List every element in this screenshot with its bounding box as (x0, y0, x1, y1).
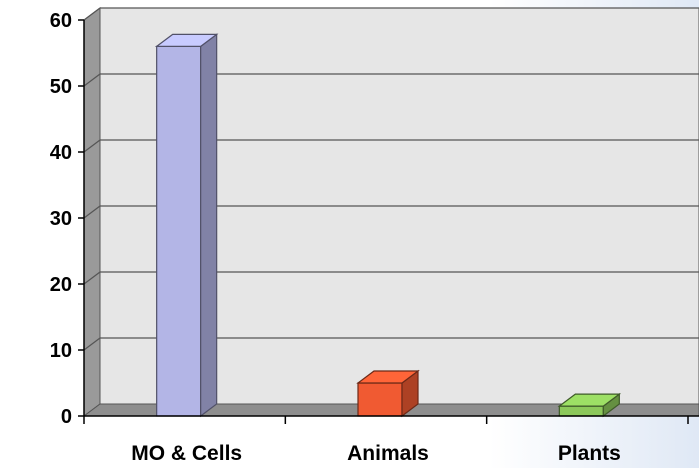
bars (154, 33, 622, 418)
y-tick-label: 20 (50, 274, 72, 296)
bar-top (557, 393, 622, 407)
bar-top (154, 33, 219, 48)
x-tick-labels: MO & Cells Animals Plants (131, 442, 621, 465)
axes (78, 19, 699, 424)
y-tick-label: 10 (50, 340, 72, 362)
y-tick-label: 0 (61, 406, 72, 428)
bar-top (356, 370, 420, 384)
bar-front (156, 45, 202, 417)
gridline-side (83, 73, 101, 87)
y-tick-label: 60 (50, 10, 72, 32)
x-tick-label: MO & Cells (131, 442, 242, 465)
gridline-side (83, 337, 101, 351)
bar (356, 369, 420, 418)
bar-front (357, 382, 403, 417)
gridline-side (83, 139, 101, 153)
y-tick-label: 40 (50, 142, 72, 164)
gridline-side (83, 7, 101, 21)
x-tick-label: Animals (347, 442, 429, 465)
gridline-side (83, 271, 101, 285)
y-tick-label: 30 (50, 208, 72, 230)
x-tick-label: Plants (558, 442, 621, 465)
bar (154, 33, 219, 418)
y-tick-label: 50 (50, 76, 72, 98)
bar-side (200, 33, 218, 418)
y-tick-labels: 0 10 20 30 40 50 60 (50, 10, 72, 428)
gridline-side (83, 205, 101, 219)
bar-front (558, 405, 604, 417)
